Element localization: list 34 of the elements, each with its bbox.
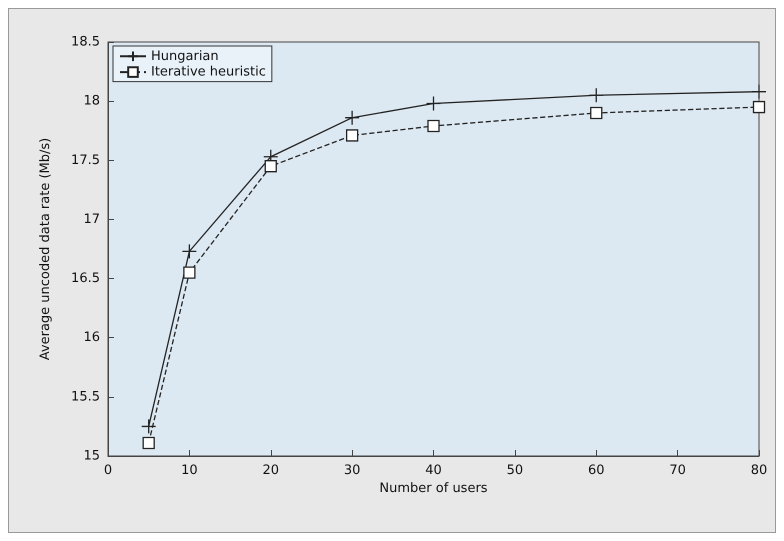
y-tick-label: 15.5 [71, 389, 100, 404]
x-tick-label: 10 [181, 463, 198, 478]
x-tick-label: 40 [425, 463, 442, 478]
x-tick-label: 0 [104, 463, 112, 478]
point [182, 244, 198, 260]
x-tick-label: 50 [506, 463, 524, 478]
point [426, 96, 442, 112]
legend-label: Hungarian [151, 48, 219, 64]
point [264, 160, 277, 172]
point [588, 88, 604, 103]
point [183, 266, 196, 279]
x-tick-label: 30 [344, 463, 360, 478]
x-tick-label: 80 [750, 463, 768, 478]
x-tick-label: 60 [588, 463, 605, 478]
y-tick-label: 16.5 [71, 271, 100, 286]
point [590, 106, 602, 120]
y-tick-label: 16 [83, 330, 100, 346]
point [751, 84, 767, 100]
x-tick-label: 20 [262, 463, 280, 478]
point [141, 418, 156, 434]
y-tick-label: 18 [83, 94, 100, 109]
x-axis-title: Number of users [379, 480, 488, 496]
point [346, 129, 358, 142]
point [142, 436, 155, 450]
y-axis-title: Average uncoded data rate (Mb/s) [38, 138, 53, 360]
y-tick-label: 18.5 [71, 34, 100, 50]
x-tick-label: 70 [669, 463, 686, 478]
point [344, 110, 360, 126]
y-tick-label: 17 [83, 212, 100, 227]
y-tick-label: 15 [83, 448, 100, 464]
point [427, 120, 440, 132]
y-tick-label: 17.5 [71, 152, 100, 168]
legend-label: Iterative heuristic [151, 64, 266, 80]
point [752, 100, 766, 114]
